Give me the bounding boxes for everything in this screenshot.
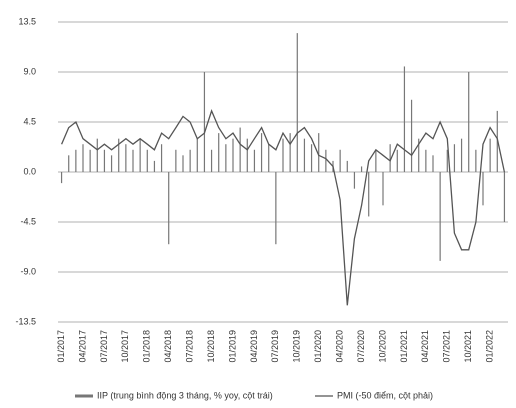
- bar: [432, 155, 434, 172]
- bar: [218, 133, 220, 172]
- bar: [375, 149, 377, 172]
- y-tick-label: -4.5: [20, 216, 36, 226]
- x-tick-label: 10/2021: [463, 330, 473, 363]
- x-tick-label: 01/2018: [142, 330, 152, 363]
- x-tick-label: 10/2019: [292, 330, 302, 363]
- bar: [175, 149, 177, 172]
- bar: [239, 127, 241, 172]
- bar: [368, 172, 370, 217]
- bar: [68, 155, 70, 172]
- bar: [268, 144, 270, 172]
- bar: [310, 144, 313, 172]
- bar: [232, 138, 234, 172]
- bar: [60, 172, 63, 184]
- bar: [289, 133, 291, 172]
- bar: [260, 133, 263, 172]
- bar: [153, 160, 156, 172]
- bar: [196, 138, 198, 172]
- bar: [118, 138, 120, 172]
- x-tick-label: 01/2022: [485, 330, 495, 363]
- bar: [132, 149, 134, 172]
- x-tick-label: 10/2017: [120, 330, 130, 363]
- bar: [110, 155, 113, 172]
- y-tick-label: -13.5: [15, 316, 36, 326]
- bar: [396, 149, 398, 172]
- bar: [96, 138, 98, 172]
- y-tick-label: 0.0: [23, 166, 36, 176]
- y-tick-label: -9.0: [20, 266, 36, 276]
- bar: [360, 166, 363, 172]
- legend-label: IIP (trung bình động 3 tháng, % yoy, cột…: [97, 390, 273, 400]
- bar: [468, 72, 470, 172]
- x-tick-label: 01/2017: [56, 330, 66, 363]
- legend-label: PMI (-50 điểm, cột phải): [337, 390, 433, 400]
- bar: [82, 144, 84, 172]
- y-tick-label: 9.0: [23, 66, 36, 76]
- bar: [475, 149, 477, 172]
- bar: [346, 160, 348, 172]
- bar: [160, 144, 163, 172]
- bar: [103, 149, 106, 172]
- bar: [125, 144, 127, 172]
- bar: [403, 66, 406, 172]
- x-tick-label: 04/2019: [249, 330, 259, 363]
- bar: [382, 172, 384, 206]
- bar: [439, 172, 441, 261]
- bar: [139, 138, 141, 172]
- bar: [418, 138, 420, 172]
- line: [61, 109, 506, 306]
- x-tick-label: 04/2020: [335, 330, 345, 363]
- x-tick-label: 07/2018: [185, 330, 195, 363]
- bar: [168, 172, 170, 245]
- x-tick-label: 07/2017: [99, 330, 109, 363]
- x-tick-label: 04/2017: [77, 330, 87, 363]
- bar: [189, 149, 191, 172]
- x-tick-label: 07/2019: [270, 330, 280, 363]
- bar: [460, 138, 463, 172]
- bar: [410, 99, 413, 172]
- bar: [246, 138, 248, 172]
- bar: [275, 172, 277, 245]
- bar: [182, 155, 184, 172]
- bar: [203, 72, 206, 172]
- x-tick-label: 04/2021: [420, 330, 430, 363]
- bar: [225, 144, 227, 172]
- x-tick-label: 07/2021: [442, 330, 452, 363]
- bar: [282, 138, 284, 172]
- x-tick-label: 04/2018: [163, 330, 173, 363]
- bar: [489, 138, 491, 172]
- bar: [353, 172, 356, 189]
- x-tick-label: 07/2020: [356, 330, 366, 363]
- bar: [482, 172, 484, 206]
- bar: [453, 144, 456, 172]
- bar: [146, 149, 148, 172]
- y-tick-label: 4.5: [23, 116, 36, 126]
- bar: [210, 149, 213, 172]
- bar: [253, 149, 256, 172]
- x-tick-label: 01/2019: [227, 330, 237, 363]
- x-tick-label: 01/2020: [313, 330, 323, 363]
- bar: [296, 33, 298, 172]
- y-tick-label: 13.5: [18, 16, 36, 26]
- bar: [446, 149, 448, 172]
- x-tick-label: 10/2020: [377, 330, 387, 363]
- x-tick-label: 10/2018: [206, 330, 216, 363]
- x-tick-label: 01/2021: [399, 330, 409, 363]
- bar: [425, 149, 427, 172]
- bar: [325, 149, 327, 172]
- bar: [75, 149, 77, 172]
- bar: [503, 172, 506, 222]
- bar: [303, 138, 306, 172]
- bar: [89, 149, 91, 172]
- bar: [389, 144, 391, 172]
- bar: [339, 149, 341, 172]
- bar: [318, 133, 320, 172]
